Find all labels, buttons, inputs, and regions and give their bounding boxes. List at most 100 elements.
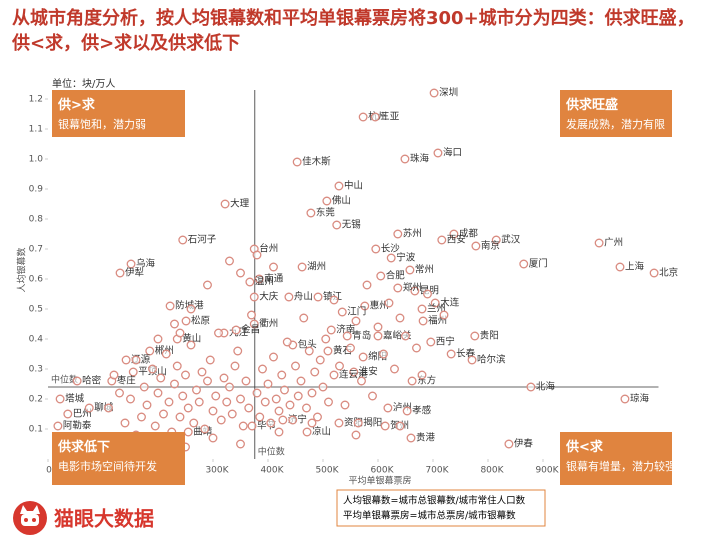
city-point	[170, 319, 179, 329]
city-point	[334, 418, 344, 428]
city-point	[282, 337, 292, 347]
x-tick-label: 500K	[315, 466, 339, 476]
city-point	[358, 112, 368, 122]
city-label: 郑州	[403, 282, 422, 294]
city-point	[402, 406, 412, 416]
city-point	[594, 238, 604, 248]
city-label: 湖州	[307, 262, 326, 273]
city-point	[203, 280, 212, 290]
city-point	[200, 424, 210, 434]
quadrant-subtitle: 发展成熟，潜力有限	[566, 117, 665, 131]
city-label: 哈尔滨	[477, 354, 506, 366]
city-point	[156, 373, 166, 383]
city-point	[139, 382, 149, 392]
city-point	[258, 364, 267, 374]
city-label: 上海	[625, 261, 645, 273]
city-point	[175, 328, 185, 338]
city-point	[238, 421, 248, 431]
city-point	[285, 400, 295, 410]
city-label: 贵阳	[480, 330, 499, 342]
city-point	[128, 367, 138, 377]
logo-icon	[13, 501, 47, 535]
city-point	[405, 265, 415, 275]
city-point	[150, 421, 160, 431]
city-label: 舟山	[294, 291, 313, 303]
city-point	[244, 403, 254, 413]
city-point	[386, 253, 396, 263]
city-point	[55, 394, 65, 404]
city-point	[233, 346, 243, 356]
quadrant-title: 供求低下	[57, 439, 110, 455]
city-point	[439, 310, 449, 320]
city-point	[357, 376, 366, 386]
city-label: 伊犁	[125, 267, 144, 279]
city-point	[208, 406, 218, 416]
city-point	[164, 397, 174, 407]
y-tick-label: 0.6	[29, 275, 44, 285]
city-point	[395, 421, 405, 431]
city-point	[373, 322, 383, 332]
city-label: 北海	[536, 381, 556, 393]
city-point	[322, 196, 332, 206]
city-label: 巴州	[73, 409, 92, 420]
city-point	[292, 157, 302, 167]
city-point	[197, 367, 207, 377]
city-point	[620, 394, 630, 404]
city-point	[104, 403, 113, 413]
city-point	[379, 349, 388, 359]
y-tick-label: 1.2	[29, 95, 43, 105]
logo-text: 猫眼大数据	[54, 507, 154, 531]
city-point	[449, 229, 459, 239]
unit-label: 单位：块/万人	[52, 77, 115, 90]
city-point	[412, 343, 421, 353]
city-point	[307, 418, 317, 428]
city-point	[252, 250, 262, 260]
city-point	[313, 412, 322, 422]
city-point	[186, 340, 196, 350]
city-point	[247, 421, 257, 431]
y-tick-label: 0.1	[29, 425, 43, 435]
quadrant-background	[52, 432, 185, 485]
city-point	[407, 376, 417, 386]
city-point	[175, 412, 185, 422]
city-label: 伊春	[514, 438, 534, 450]
city-point	[306, 208, 316, 218]
city-point	[329, 295, 339, 305]
city-point	[208, 433, 218, 443]
city-point	[307, 388, 317, 398]
city-point	[526, 382, 536, 392]
city-label: 黄山	[182, 333, 201, 345]
city-point	[423, 289, 432, 299]
city-point	[340, 400, 350, 410]
city-label: 海口	[443, 147, 462, 159]
city-point	[222, 397, 232, 407]
city-point	[491, 235, 501, 245]
city-point	[131, 355, 141, 365]
city-point	[227, 409, 237, 419]
city-label: 温州	[255, 277, 274, 288]
city-label: 武汉	[501, 234, 521, 246]
city-point	[433, 148, 443, 158]
city-point	[310, 367, 320, 377]
city-point	[214, 328, 223, 338]
city-label: 台州	[259, 243, 278, 255]
city-label: 松原	[191, 315, 210, 327]
city-point	[296, 376, 306, 386]
city-point	[148, 364, 157, 374]
quadrant-background	[52, 90, 185, 137]
note: 人均银幕数=城市总银幕数/城市常住人口数	[343, 495, 526, 507]
quadrant-title: 供>求	[57, 97, 96, 113]
city-label: 大连	[440, 297, 460, 309]
city-point	[142, 400, 152, 410]
median-label: 中位数	[258, 446, 285, 458]
city-label: 衢州	[259, 318, 278, 330]
plot-area: 0.10.20.30.40.50.60.70.80.91.01.11.20K30…	[29, 88, 678, 476]
y-tick-label: 0.4	[29, 335, 44, 345]
city-point	[337, 307, 347, 317]
city-point	[153, 334, 163, 344]
city-point	[274, 427, 284, 437]
city-label: 琼海	[630, 393, 650, 405]
city-point	[393, 283, 403, 293]
